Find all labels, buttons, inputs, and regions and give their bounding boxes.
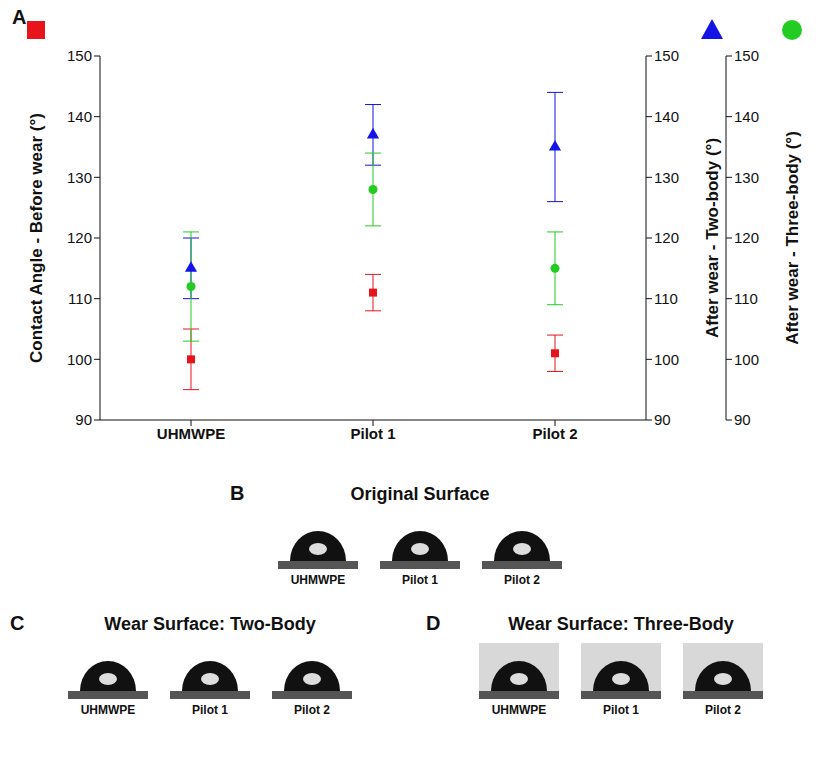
html-text:B: B xyxy=(230,482,245,504)
html-text:C: C xyxy=(10,612,25,634)
svg-text:Contact Angle - Before wear (°: Contact Angle - Before wear (°) xyxy=(27,113,46,363)
svg-text:130: 130 xyxy=(734,169,759,186)
svg-text:After wear - Three-body (°): After wear - Three-body (°) xyxy=(783,131,802,345)
html-text:UHMWPE: UHMWPE xyxy=(491,703,547,717)
svg-text:After wear - Two-body (°): After wear - Two-body (°) xyxy=(703,138,722,338)
html-text:Pilot 1: Pilot 1 xyxy=(402,573,438,587)
svg-text:150: 150 xyxy=(67,47,92,64)
svg-text:Pilot 1: Pilot 1 xyxy=(350,425,395,442)
svg-text:140: 140 xyxy=(654,108,679,125)
html-text:Pilot 2: Pilot 2 xyxy=(294,703,330,717)
svg-text:130: 130 xyxy=(67,169,92,186)
svg-text:120: 120 xyxy=(67,229,92,246)
svg-text:UHMWPE: UHMWPE xyxy=(157,425,225,442)
svg-text:100: 100 xyxy=(654,351,679,368)
html-text:Pilot 2: Pilot 2 xyxy=(705,703,741,717)
svg-text:110: 110 xyxy=(654,290,678,307)
html-text:UHMWPE: UHMWPE xyxy=(290,573,346,587)
svg-text:140: 140 xyxy=(67,108,92,125)
svg-text:130: 130 xyxy=(654,169,679,186)
svg-text:90: 90 xyxy=(75,411,92,428)
svg-text:90: 90 xyxy=(654,411,671,428)
svg-text:110: 110 xyxy=(68,290,92,307)
html-text:A: A xyxy=(12,6,27,28)
svg-text:120: 120 xyxy=(734,229,759,246)
svg-text:120: 120 xyxy=(654,229,679,246)
svg-text:Pilot 2: Pilot 2 xyxy=(532,425,577,442)
svg-text:140: 140 xyxy=(734,108,759,125)
html-text:Pilot 2: Pilot 2 xyxy=(504,573,540,587)
svg-text:100: 100 xyxy=(734,351,759,368)
svg-text:100: 100 xyxy=(67,351,92,368)
html-text:Pilot 1: Pilot 1 xyxy=(603,703,639,717)
html-text:Wear Surface: Two-Body: Wear Surface: Two-Body xyxy=(104,614,316,634)
svg-text:90: 90 xyxy=(734,411,751,428)
html-text:D: D xyxy=(426,612,441,634)
html-text:UHMWPE: UHMWPE xyxy=(80,703,136,717)
svg-text:150: 150 xyxy=(654,47,679,64)
html-text:Wear Surface: Three-Body: Wear Surface: Three-Body xyxy=(508,614,734,634)
html-text:Pilot 1: Pilot 1 xyxy=(192,703,228,717)
svg-text:150: 150 xyxy=(734,47,759,64)
html-text:Original Surface: Original Surface xyxy=(350,484,490,504)
svg-text:110: 110 xyxy=(734,290,758,307)
